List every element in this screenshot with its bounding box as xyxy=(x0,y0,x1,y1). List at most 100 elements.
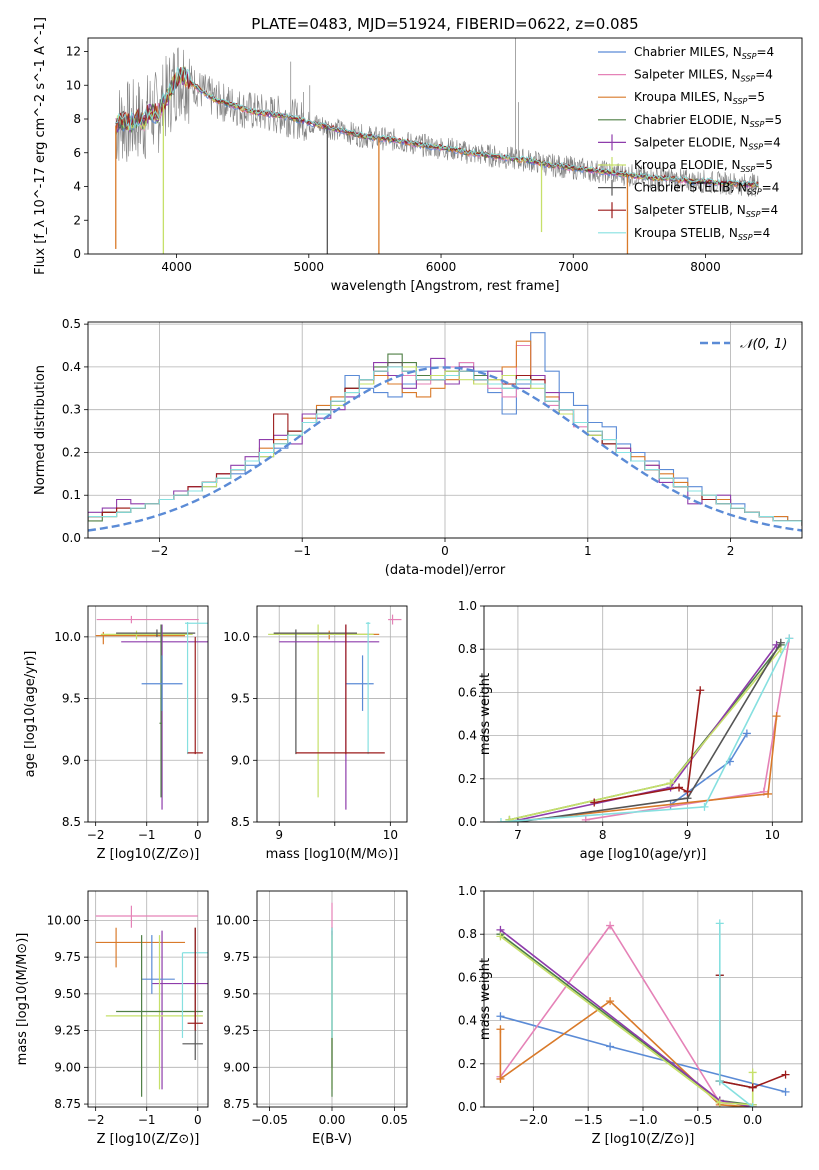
weight-marker xyxy=(715,1098,724,1107)
x-tick-label: 5000 xyxy=(294,260,325,274)
x-tick-label: −1.5 xyxy=(574,1113,603,1127)
y-tick-label: 0.0 xyxy=(458,815,477,829)
residuals-panel: −2 −1 0 1 2 0.0 0.1 0.2 0.3 0.4 0.5 (data-model)/er… xyxy=(33,317,803,578)
x-tick-label: 7 xyxy=(514,828,522,842)
weight-marker xyxy=(496,932,505,941)
histogram-step-line xyxy=(88,366,802,526)
y-tick-label: 9.50 xyxy=(223,987,250,1001)
weight-marker xyxy=(696,686,705,695)
weight-marker xyxy=(715,1077,724,1086)
y-tick-label: 9.25 xyxy=(223,1024,250,1038)
x-tick-label: 0 xyxy=(194,1113,202,1127)
weight-marker xyxy=(606,1042,615,1051)
x-axis-label: Z [log10(Z/Z⊙)] xyxy=(592,1132,695,1147)
axes-frame xyxy=(87,890,209,1108)
legend-label: Chabrier MILES, NSSP=4 xyxy=(634,45,774,61)
y-tick-label: 10.0 xyxy=(54,630,81,644)
y-tick-label: 9.5 xyxy=(231,692,250,706)
x-tick-label: 8 xyxy=(599,828,607,842)
x-tick-label: 0.00 xyxy=(319,1113,346,1127)
weight-vs-z-panel: −2.0 −1.5 −1.0 −0.5 0.0 0.0 0.2 0.4 0.6 0.8 1.0 Z [… xyxy=(458,884,803,1147)
y-tick-label: 0.4 xyxy=(62,360,81,374)
axes-frame xyxy=(87,321,803,539)
legend-label: 𝒩(0, 1) xyxy=(740,337,787,352)
weight-marker xyxy=(496,1025,505,1034)
figure-title: PLATE=0483, MJD=51924, FIBERID=0622, z=0… xyxy=(251,15,638,33)
y-tick-label: 9.75 xyxy=(223,950,250,964)
y-tick-label: 2 xyxy=(73,213,81,227)
x-tick-label: −1 xyxy=(138,828,156,842)
plot-area xyxy=(268,614,402,810)
plot-area xyxy=(95,905,208,1097)
y-tick-label: 1.0 xyxy=(458,599,477,613)
x-tick-label: −1 xyxy=(138,1113,156,1127)
weight-marker xyxy=(581,815,590,822)
weight-marker xyxy=(742,729,751,738)
weight-marker xyxy=(748,1103,757,1107)
y-tick-label: 6 xyxy=(73,146,81,160)
plot-area xyxy=(115,38,759,254)
x-tick-label: 6000 xyxy=(426,260,457,274)
age-vs-mass-panel: 9 10 8.5 9.0 9.5 10.0 mass [log10(M/M⊙)] xyxy=(223,605,408,862)
x-tick-label: 10 xyxy=(383,828,398,842)
weight-vs-age-panel: 7 8 9 10 0.0 0.2 0.4 0.6 0.8 1.0 age [log10(age/yr… xyxy=(458,599,803,862)
y-tick-label: 9.50 xyxy=(54,987,81,1001)
plot-area xyxy=(496,919,790,1107)
age-vs-z-panel: −2 −1 0 8.5 9.0 9.5 10.0 Z [log10(Z/Z⊙)] age [lo… xyxy=(23,605,209,862)
x-tick-label: 1 xyxy=(584,544,592,558)
y-tick-label: 0.2 xyxy=(62,445,81,459)
mass-vs-z-panel: −2 −1 0 8.75 9.00 9.25 9.50 9.75 10.00 Z [log10(Z… xyxy=(15,890,209,1147)
weight-marker xyxy=(496,1012,505,1021)
weight-marker xyxy=(748,1083,757,1092)
spectrum-panel: 4000 5000 6000 7000 8000 0 2 4 6 8 10 12 wavelength … xyxy=(33,17,803,294)
y-tick-label: 9.5 xyxy=(62,692,81,706)
x-tick-label: −2.0 xyxy=(519,1113,548,1127)
weight-marker xyxy=(764,789,773,798)
y-tick-label: 0.2 xyxy=(458,772,477,786)
x-tick-label: −1.0 xyxy=(628,1113,657,1127)
axes-frame xyxy=(256,890,408,1108)
y-tick-label: 10.0 xyxy=(223,630,250,644)
weight-marker xyxy=(683,787,692,796)
x-tick-label: −0.05 xyxy=(251,1113,288,1127)
x-axis-label: E(B-V) xyxy=(312,1132,352,1147)
legend-label: Salpeter ELODIE, NSSP=4 xyxy=(634,135,781,151)
x-tick-label: 9 xyxy=(275,828,283,842)
weight-marker xyxy=(496,1074,505,1083)
axes-frame xyxy=(256,605,408,823)
weight-marker xyxy=(776,638,785,647)
model-line xyxy=(115,66,759,187)
weight-marker xyxy=(772,712,781,721)
y-tick-label: 8.75 xyxy=(223,1097,250,1111)
y-tick-label: 1.0 xyxy=(458,884,477,898)
y-tick-label: 8.75 xyxy=(54,1097,81,1111)
y-axis-label: age [log10(age/yr)] xyxy=(23,651,38,778)
y-axis-label: mass weight xyxy=(478,958,493,1040)
y-axis-label: Normed distribution xyxy=(33,365,48,495)
weight-marker xyxy=(606,921,615,930)
x-tick-label: 0 xyxy=(441,544,449,558)
y-tick-label: 0.6 xyxy=(458,970,477,984)
x-tick-label: −2 xyxy=(151,544,169,558)
axes-frame xyxy=(483,890,803,1108)
x-tick-label: −2 xyxy=(87,1113,105,1127)
legend-label: Salpeter MILES, NSSP=4 xyxy=(634,68,773,84)
x-tick-label: −0.5 xyxy=(683,1113,712,1127)
x-tick-label: −1 xyxy=(293,544,311,558)
y-tick-label: 0.5 xyxy=(62,317,81,331)
normal-pdf-line xyxy=(88,366,802,532)
y-tick-label: 0.1 xyxy=(62,488,81,502)
weight-marker xyxy=(606,997,615,1006)
axes-frame xyxy=(87,37,803,255)
x-tick-label: 9 xyxy=(684,828,692,842)
y-tick-label: 9.0 xyxy=(62,753,81,767)
x-tick-label: 0.05 xyxy=(381,1113,408,1127)
y-tick-label: 10.00 xyxy=(47,913,81,927)
plot-area xyxy=(88,332,802,532)
x-tick-label: 8000 xyxy=(690,260,721,274)
weight-marker xyxy=(675,783,684,792)
weight-marker xyxy=(666,779,675,788)
weight-marker xyxy=(781,1070,790,1079)
legend-label: Chabrier ELODIE, NSSP=5 xyxy=(634,113,782,129)
plot-area xyxy=(496,634,794,822)
